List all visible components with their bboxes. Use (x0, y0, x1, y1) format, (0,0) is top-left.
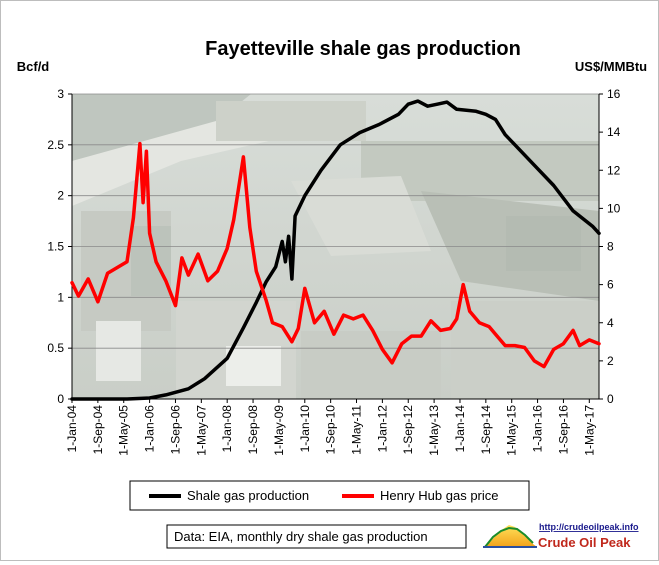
axes: 0 0.5 1 1.5 2 2.5 3 0 2 4 6 8 10 12 14 16 1-Jan-04 1-Sep-… (47, 87, 620, 456)
x-tick-label: 1-May-09 (272, 405, 286, 456)
y-right-tick-label: 14 (607, 125, 621, 139)
x-tick-label: 1-Jan-12 (375, 405, 389, 453)
y-right-tick-label: 8 (607, 240, 614, 254)
x-tick-label: 1-Sep-08 (246, 405, 260, 455)
chart-title: Fayetteville shale gas production (205, 38, 521, 60)
x-tick-label: 1-Sep-04 (91, 405, 105, 455)
source-note: Data: EIA, monthly dry shale gas product… (166, 524, 467, 549)
crude-oil-peak-logo: http://crudeoilpeak.info Crude Oil Peak (483, 522, 639, 550)
y-right-tick-label: 16 (607, 87, 621, 101)
source-note-text: Data: EIA, monthly dry shale gas product… (174, 529, 428, 544)
y-right-tick-label: 6 (607, 278, 614, 292)
x-tick-label: 1-May-11 (350, 405, 364, 455)
x-tick-label: 1-May-07 (194, 405, 208, 456)
x-tick-label: 1-Sep-06 (168, 405, 182, 455)
y-left-tick-label: 0 (57, 392, 64, 406)
legend-label-henry-hub: Henry Hub gas price (380, 488, 499, 503)
series-line-henry-hub-gas-price (70, 141, 601, 369)
x-tick-label: 1-Sep-16 (556, 405, 570, 455)
y-left-tick-label: 1 (57, 290, 64, 304)
x-tick-label: 1-Jan-08 (220, 405, 234, 453)
y-left-tick-label: 1.5 (47, 240, 64, 254)
y-right-unit: US$/MMBtu (575, 59, 647, 74)
x-tick-label: 1-May-15 (505, 405, 519, 456)
y-right-tick-label: 2 (607, 354, 614, 368)
legend-label-shale-gas: Shale gas production (187, 488, 309, 503)
y-left-tick-label: 3 (57, 87, 64, 101)
x-tick-label: 1-Jan-10 (298, 405, 312, 453)
legend: Shale gas production Henry Hub gas price (129, 480, 530, 511)
y-right-tick-label: 0 (607, 392, 614, 406)
x-tick-label: 1-Sep-14 (479, 405, 493, 455)
x-tick-label: 1-Sep-12 (401, 405, 415, 455)
x-tick-label: 1-Jan-04 (65, 405, 79, 453)
y-right-tick-label: 12 (607, 163, 621, 177)
logo-peak-icon (484, 526, 534, 548)
y-right-tick-label: 10 (607, 201, 621, 215)
x-tick-label: 1-May-05 (117, 405, 131, 456)
x-tick-label: 1-May-13 (427, 405, 441, 456)
series-line-shale-gas-production (70, 99, 601, 401)
y-left-tick-label: 0.5 (47, 341, 64, 355)
x-tick-label: 1-Jan-16 (531, 405, 545, 453)
y-right-tick-label: 4 (607, 316, 614, 330)
x-tick-label: 1-Jan-14 (453, 405, 467, 453)
y-left-unit: Bcf/d (17, 59, 50, 74)
series-layer (70, 99, 601, 401)
logo-name: Crude Oil Peak (538, 535, 631, 550)
x-tick-label: 1-May-17 (582, 405, 596, 456)
logo-sun-icon (483, 525, 537, 547)
y-left-tick-label: 2.5 (47, 138, 64, 152)
y-left-tick-label: 2 (57, 189, 64, 203)
logo-url[interactable]: http://crudeoilpeak.info (539, 522, 639, 532)
x-tick-label: 1-Sep-10 (324, 405, 338, 455)
x-tick-label: 1-Jan-06 (143, 405, 157, 453)
